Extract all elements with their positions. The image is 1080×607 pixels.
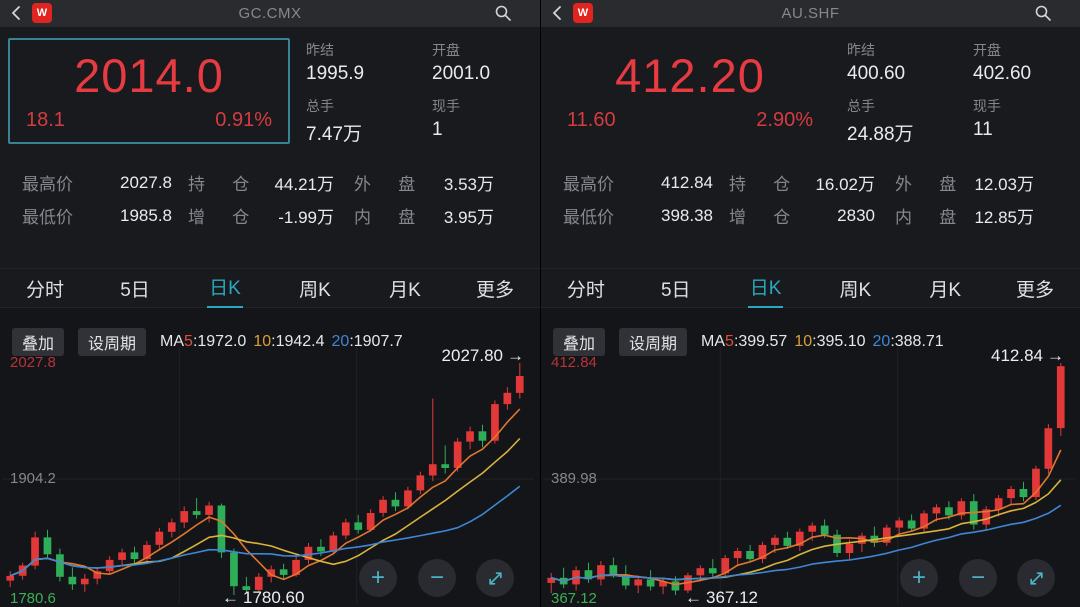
detail-stats: 最高价 412.84 持仓 16.02万 外盘 12.03万 最低价 398.38 增仓… xyxy=(541,160,1080,232)
label-inner-volume: 内盘 xyxy=(354,208,443,227)
stat-open: 开盘 402.60 xyxy=(973,42,1032,84)
tab-daily-k[interactable]: 日K xyxy=(180,269,270,309)
quote-box[interactable]: 2014.0 18.1 0.91% xyxy=(8,38,290,144)
top-bar: W AU.SHF xyxy=(541,0,1080,27)
arrow-left-icon: ← xyxy=(685,588,702,607)
price-change-pct: 2.90% xyxy=(756,109,813,131)
zoom-out-button[interactable]: − xyxy=(959,559,997,597)
search-icon[interactable] xyxy=(494,4,512,22)
stat-last-volume: 现手 11 xyxy=(973,98,1001,140)
low-price-annotation: ← 367.12 xyxy=(685,588,758,607)
y-axis-high-label: 412.84 xyxy=(551,354,597,371)
stat-prev-settle: 昨结 1995.9 xyxy=(306,42,365,84)
fullscreen-button[interactable] xyxy=(1017,559,1055,597)
stat-total-volume: 总手 7.47万 xyxy=(306,98,362,145)
window-title: GC.CMX xyxy=(238,5,302,22)
zoom-in-button[interactable]: + xyxy=(900,559,938,597)
tab-daily-k[interactable]: 日K xyxy=(721,269,811,309)
quote-area: 2014.0 18.1 0.91% 昨结 1995.9 开盘 2001.0 总手 7.… xyxy=(0,27,540,160)
price-change: 18.1 xyxy=(26,109,65,131)
stat-open: 开盘 2001.0 xyxy=(432,42,491,84)
app-logo-icon[interactable]: W xyxy=(32,3,52,23)
tab-weekly-k[interactable]: 周K xyxy=(299,279,331,301)
quote-stats: 昨结 400.60 开盘 402.60 总手 24.88万 现手 11 xyxy=(847,40,1031,146)
detail-row: 最高价 2027.8 持仓 44.21万 外盘 3.53万 xyxy=(22,166,494,199)
label-outer-volume: 外盘 xyxy=(354,175,443,194)
expand-arrows-icon xyxy=(1029,571,1043,585)
y-axis-low-label: 367.12 xyxy=(551,590,597,607)
low-price-annotation: ← 1780.60 xyxy=(222,588,305,607)
detail-row: 最高价 412.84 持仓 16.02万 外盘 12.03万 xyxy=(563,166,1034,199)
back-icon[interactable] xyxy=(8,4,26,22)
arrow-right-icon: → xyxy=(1047,346,1064,365)
period-tabs: 分时 5日 日K 周K 月K 更多 xyxy=(0,268,540,309)
period-tabs: 分时 5日 日K 周K 月K 更多 xyxy=(541,268,1080,309)
quote-box[interactable]: 412.20 11.60 2.90% xyxy=(549,38,831,144)
panel-gc-cmx: W GC.CMX 2014.0 18.1 0.91% 昨结 1995.9 开盘 20… xyxy=(0,0,540,607)
tab-weekly-k[interactable]: 周K xyxy=(839,279,872,301)
ma-readout: MA5:399.57 10:395.10 20:388.71 xyxy=(701,333,944,350)
window-title: AU.SHF xyxy=(781,5,840,22)
chart-section: 叠加 设周期 MA5:1972.0 10:1942.4 20:1907.7 2027… xyxy=(0,308,540,607)
detail-row: 最低价 398.38 增仓 2830 内盘 12.85万 xyxy=(563,199,1034,232)
arrow-left-icon: ← xyxy=(222,588,239,607)
zoom-in-button[interactable]: + xyxy=(359,559,397,597)
zoom-out-button[interactable]: − xyxy=(418,559,456,597)
price-change: 11.60 xyxy=(567,109,616,131)
last-price: 2014.0 xyxy=(74,49,224,102)
label-high: 最高价 xyxy=(563,175,614,194)
detail-stats: 最高价 2027.8 持仓 44.21万 外盘 3.53万 最低价 1985.8 增仓 -… xyxy=(0,160,540,232)
high-price-annotation: 412.84 → xyxy=(991,346,1064,365)
label-interest-change: 增仓 xyxy=(188,208,277,227)
set-period-button[interactable]: 设周期 xyxy=(78,328,147,356)
label-interest-change: 增仓 xyxy=(729,208,818,227)
y-axis-low-label: 1780.6 xyxy=(10,590,56,607)
y-axis-mid-label: 1904.2 xyxy=(10,470,56,487)
tab-minute[interactable]: 分时 xyxy=(566,279,605,301)
quote-area: 412.20 11.60 2.90% 昨结 400.60 开盘 402.60 总手 2… xyxy=(541,27,1080,160)
tab-more[interactable]: 更多 xyxy=(1016,279,1055,301)
tab-more[interactable]: 更多 xyxy=(475,279,514,301)
search-icon[interactable] xyxy=(1034,4,1052,22)
set-period-button[interactable]: 设周期 xyxy=(619,328,688,356)
arrow-right-icon: → xyxy=(507,346,524,365)
label-outer-volume: 外盘 xyxy=(895,175,984,194)
overlay-button[interactable]: 叠加 xyxy=(553,328,606,356)
ma-readout: MA5:1972.0 10:1942.4 20:1907.7 xyxy=(160,333,403,350)
back-icon[interactable] xyxy=(549,4,567,22)
label-open-interest: 持仓 xyxy=(188,175,277,194)
tab-monthly-k[interactable]: 月K xyxy=(929,279,962,301)
detail-row: 最低价 1985.8 增仓 -1.99万 内盘 3.95万 xyxy=(22,199,494,232)
label-low: 最低价 xyxy=(563,208,614,227)
tab-5day[interactable]: 5日 xyxy=(660,279,691,301)
y-axis-mid-label: 389.98 xyxy=(551,470,597,487)
tab-minute[interactable]: 分时 xyxy=(25,279,64,301)
chart-section: 叠加 设周期 MA5:399.57 10:395.10 20:388.71 412.… xyxy=(541,308,1080,607)
stat-prev-settle: 昨结 400.60 xyxy=(847,42,906,84)
top-bar: W GC.CMX xyxy=(0,0,540,27)
stat-total-volume: 总手 24.88万 xyxy=(847,98,914,145)
stat-last-volume: 现手 1 xyxy=(432,98,460,140)
candlestick-chart[interactable] xyxy=(543,347,1075,604)
label-open-interest: 持仓 xyxy=(729,175,818,194)
price-change-pct: 0.91% xyxy=(215,109,272,131)
quote-stats: 昨结 1995.9 开盘 2001.0 总手 7.47万 现手 1 xyxy=(306,40,490,146)
label-low: 最低价 xyxy=(22,208,73,227)
tab-5day[interactable]: 5日 xyxy=(120,279,150,301)
candlestick-chart[interactable] xyxy=(2,347,534,604)
expand-arrows-icon xyxy=(488,571,502,585)
app-logo-icon[interactable]: W xyxy=(573,3,593,23)
label-inner-volume: 内盘 xyxy=(895,208,984,227)
y-axis-high-label: 2027.8 xyxy=(10,354,56,371)
high-price-annotation: 2027.80 → xyxy=(441,346,524,365)
last-price: 412.20 xyxy=(615,49,765,102)
overlay-button[interactable]: 叠加 xyxy=(12,328,65,356)
label-high: 最高价 xyxy=(22,175,73,194)
panel-au-shf: W AU.SHF 412.20 11.60 2.90% 昨结 400.60 开盘 4… xyxy=(540,0,1080,607)
tab-monthly-k[interactable]: 月K xyxy=(389,279,421,301)
fullscreen-button[interactable] xyxy=(476,559,514,597)
